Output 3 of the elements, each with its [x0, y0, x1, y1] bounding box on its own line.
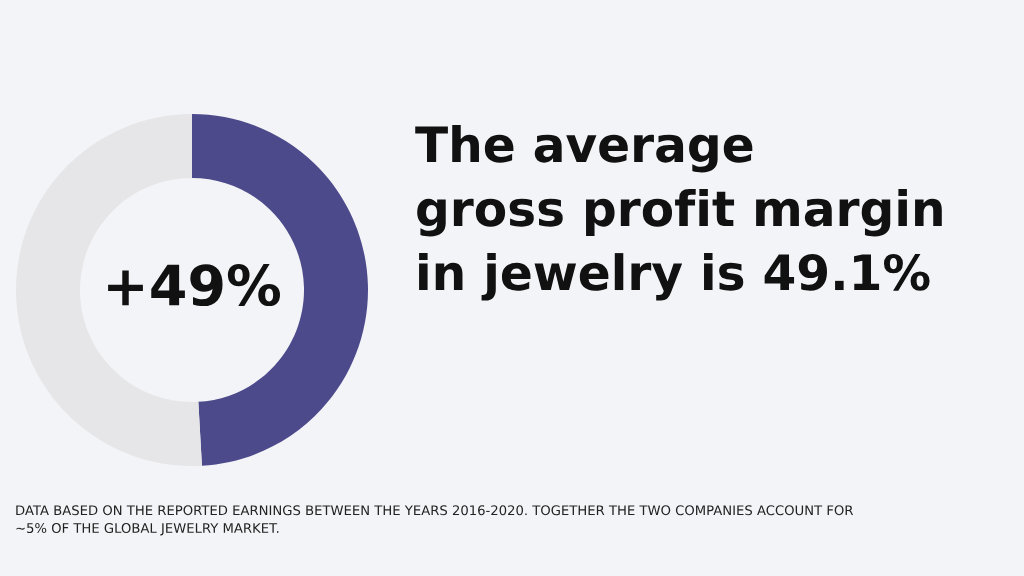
text: DATA BASED ON THE REPORTED EARNINGS BETWEEN THE YEARS 2016-2020. TOGETHER THE TWO COMPANIES ACCOUNT FOR ~5% OF THE GLOBAL JEWELRY MARKET.	[16, 505, 854, 536]
text: +49%	[108, 264, 280, 307]
text: The average gross profit margin in jewelry is 49.1%	[415, 125, 942, 301]
